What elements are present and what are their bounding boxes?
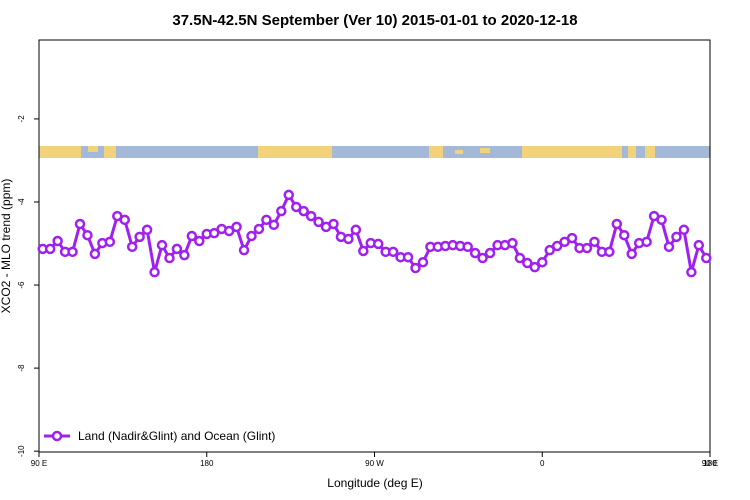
y-tick-label: -10: [17, 445, 26, 457]
data-point: [328, 218, 339, 230]
data-point: [119, 214, 130, 226]
data-point: [186, 230, 198, 242]
data-point: [283, 189, 295, 201]
legend-marker: [51, 430, 63, 442]
data-point: [305, 210, 317, 222]
data-point: [343, 233, 354, 245]
data-point: [626, 248, 637, 260]
data-point: [134, 231, 145, 243]
data-point: [171, 243, 183, 255]
data-point: [551, 240, 563, 252]
data-point: [671, 231, 682, 243]
data-point: [238, 244, 250, 256]
x-tick-label: 0: [540, 459, 545, 468]
data-point: [589, 236, 600, 248]
data-point: [484, 247, 496, 259]
data-point: [462, 241, 473, 253]
data-point: [253, 223, 265, 235]
data-point: [507, 237, 518, 249]
data-point: [566, 232, 578, 244]
data-point: [82, 229, 93, 241]
y-axis-title: XCO2 - MLO trend (ppm): [0, 179, 13, 314]
data-point: [208, 227, 220, 239]
data-point: [611, 218, 623, 230]
x-tick-label: 90 E: [31, 459, 47, 468]
x-axis-title: Longitude (deg E): [327, 476, 422, 490]
data-point: [44, 243, 56, 255]
data-point: [544, 244, 555, 256]
map-strip: [39, 146, 710, 158]
data-point: [581, 242, 593, 254]
legend-label: Land (Nadir&Glint) and Ocean (Glint): [78, 429, 275, 443]
data-point: [104, 236, 116, 248]
x-tick-label: 90 E: [702, 459, 718, 468]
data-point: [290, 201, 302, 213]
data-point: [268, 219, 280, 231]
data-point: [164, 252, 175, 264]
y-tick-label: -4: [17, 198, 26, 206]
data-point: [656, 214, 667, 226]
data-point: [469, 247, 481, 259]
data-point: [701, 252, 712, 264]
y-tick-label: -2: [17, 115, 26, 123]
data-point: [663, 241, 675, 253]
y-tick-label: -6: [17, 281, 26, 289]
data-point: [350, 224, 362, 236]
data-point: [194, 235, 205, 247]
data-point: [417, 256, 429, 268]
data-point: [313, 216, 324, 228]
data-point: [231, 221, 242, 233]
data-point: [372, 238, 384, 250]
data-point: [641, 236, 652, 248]
data-point: [522, 257, 533, 269]
data-point: [604, 246, 615, 258]
data-point: [619, 229, 630, 241]
data-point: [402, 251, 414, 263]
data-point: [686, 266, 697, 278]
x-tick-label: 90 W: [365, 459, 384, 468]
data-point: [67, 246, 78, 258]
data-point: [387, 246, 399, 258]
data-point: [149, 266, 160, 278]
data-point: [410, 262, 421, 274]
y-tick-label: -8: [17, 364, 26, 372]
data-point: [537, 256, 548, 268]
data-point: [514, 252, 526, 264]
data-point: [74, 218, 86, 230]
data-point: [358, 245, 369, 257]
data-point: [261, 214, 272, 226]
x-tick-label: 180: [200, 459, 214, 468]
data-point: [529, 261, 541, 273]
chart-title: 37.5N-42.5N September (Ver 10) 2015-01-0…: [172, 12, 577, 29]
data-point: [126, 241, 138, 253]
data-point: [678, 224, 690, 236]
data-point: [141, 224, 153, 236]
data-point: [89, 248, 101, 260]
data-point: [52, 235, 63, 247]
data-point: [276, 205, 287, 217]
data-point: [223, 225, 235, 237]
data-point: [246, 230, 257, 242]
data-point: [156, 239, 168, 251]
data-point: [179, 249, 190, 261]
data-point: [693, 239, 705, 251]
data-point: [477, 252, 488, 264]
x-tick-label: 180: [703, 459, 717, 468]
data-point: [298, 205, 309, 217]
